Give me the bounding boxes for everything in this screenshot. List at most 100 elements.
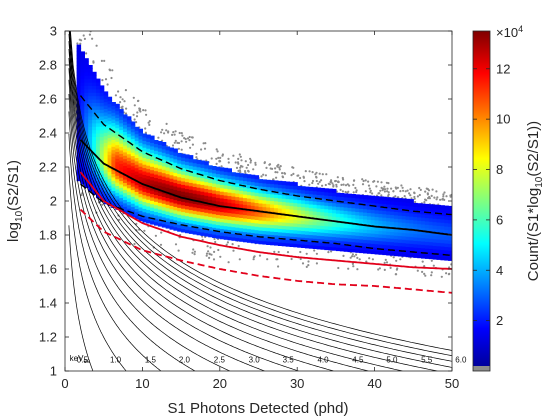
heatmap-cell [84, 112, 89, 117]
heatmap-cell [123, 151, 128, 156]
heatmap-cell [231, 223, 236, 228]
outlier-point [351, 255, 354, 258]
heatmap-cell [215, 190, 221, 195]
outlier-point [318, 180, 321, 183]
heatmap-cell [165, 170, 171, 175]
heatmap-cell [92, 112, 97, 117]
outlier-point [239, 155, 242, 158]
heatmap-cell [424, 214, 430, 219]
heatmap-cell [359, 235, 364, 240]
heatmap-cell [142, 170, 147, 175]
heatmap-cell [134, 177, 140, 182]
heatmap-cell [154, 143, 159, 148]
heatmap-cell [328, 195, 333, 200]
heatmap-cell [119, 177, 124, 182]
heatmap-cell [266, 217, 271, 222]
heatmap-cell [200, 228, 205, 233]
heatmap-cell [413, 206, 418, 211]
heatmap-cell [111, 173, 116, 178]
heatmap-cell [359, 238, 364, 243]
heatmap-cell [254, 199, 260, 203]
heatmap-cell [343, 200, 349, 205]
heatmap-cell [262, 193, 267, 197]
outlier-point [124, 112, 128, 115]
outlier-point [423, 265, 426, 268]
heatmap-cell [80, 105, 85, 110]
heatmap-cell [150, 145, 155, 150]
heatmap-cell [146, 195, 151, 200]
heatmap-cell [192, 223, 198, 228]
outlier-point [183, 137, 186, 140]
heatmap-cell [335, 226, 341, 231]
heatmap-cell [258, 202, 263, 207]
heatmap-cell [212, 183, 217, 187]
heatmap-cell [161, 162, 167, 167]
colorbar-tick-label: 4 [496, 263, 503, 278]
heatmap-cell [281, 228, 287, 233]
y-tick-label: 1.4 [39, 296, 57, 311]
heatmap-cell [123, 179, 128, 183]
heatmap-cell [312, 211, 318, 215]
outlier-point [373, 180, 376, 183]
heatmap-cell [154, 170, 159, 175]
heatmap-cell [99, 167, 105, 171]
heatmap-cell [96, 122, 101, 127]
outlier-point [207, 250, 210, 253]
heatmap-cell [297, 202, 302, 207]
heatmap-cell [196, 197, 202, 202]
heatmap-cell [293, 226, 298, 231]
heatmap-cell [293, 212, 298, 217]
heatmap-cell [285, 215, 291, 220]
heatmap-cell [370, 216, 376, 221]
heatmap-cell [270, 190, 275, 195]
heatmap-cell [204, 198, 209, 203]
heatmap-cell [223, 218, 229, 223]
heatmap-cell [297, 185, 302, 190]
outlier-point [118, 218, 121, 221]
outlier-point [159, 243, 163, 246]
heatmap-cell [208, 192, 213, 197]
heatmap-cell [366, 229, 372, 234]
heatmap-cell [250, 198, 256, 203]
heatmap-cell [80, 78, 85, 83]
heatmap-cell [138, 152, 143, 157]
heatmap-cell [262, 216, 267, 221]
heatmap-cell [126, 194, 132, 199]
outlier-point [79, 42, 82, 45]
heatmap-cell [239, 224, 244, 229]
heatmap-cell [448, 236, 452, 241]
heatmap-cell [223, 188, 229, 193]
outlier-point [219, 156, 222, 159]
heatmap-cell [343, 203, 349, 208]
outlier-point [235, 166, 239, 169]
heatmap-cell [181, 201, 186, 206]
heatmap-cell [99, 126, 105, 131]
heatmap-cell [130, 124, 136, 129]
heatmap-cell [243, 204, 248, 209]
heatmap-cell [99, 163, 105, 168]
heatmap-cell [301, 213, 306, 218]
heatmap-cell [409, 229, 414, 234]
heatmap-cell [243, 217, 248, 222]
heatmap-cell [428, 245, 434, 249]
heatmap-cell [173, 182, 178, 187]
heatmap-cell [432, 221, 438, 226]
energy-contour-line [68, 79, 265, 371]
heatmap-cell [266, 179, 271, 184]
heatmap-cell [301, 230, 306, 235]
heatmap-cell [332, 229, 337, 234]
outlier-point [92, 61, 95, 64]
heatmap-cell [119, 109, 124, 114]
heatmap-cell [289, 236, 294, 241]
outlier-point [188, 139, 191, 142]
heatmap-cell [382, 217, 387, 222]
heatmap-cell [258, 240, 263, 245]
heatmap-cell [119, 122, 124, 127]
heatmap-cell [181, 184, 186, 189]
heatmap-cell [157, 161, 163, 166]
heatmap-cell [374, 226, 380, 231]
heatmap-cell [258, 192, 263, 197]
outlier-point [299, 250, 302, 254]
heatmap-cell [328, 229, 333, 234]
heatmap-cell [428, 231, 434, 236]
